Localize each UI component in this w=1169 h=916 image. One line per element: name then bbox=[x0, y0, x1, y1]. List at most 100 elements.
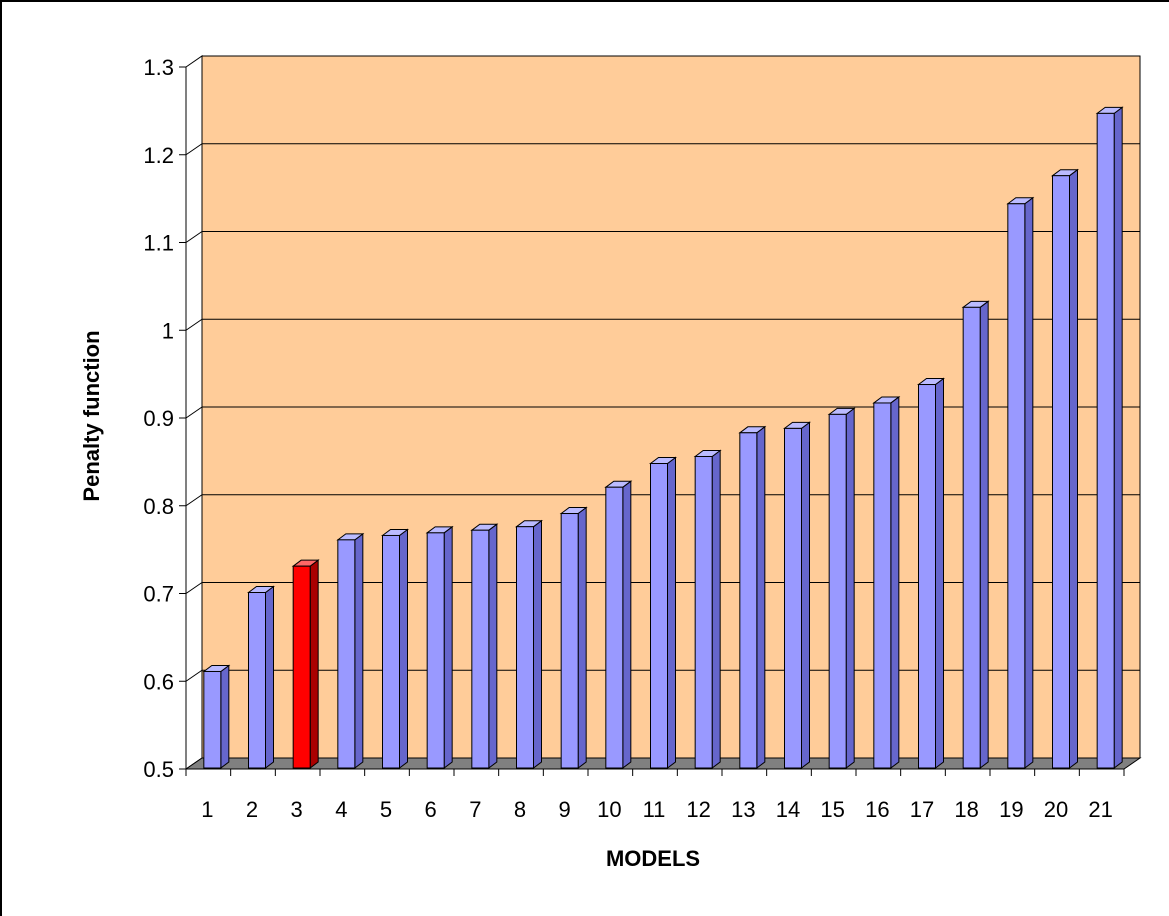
x-tick-labels: 1 2 3 4 5 6 7 8 9 10 11 12 13 14 15 16 17 18 19 20 21 bbox=[201, 797, 1113, 822]
bar bbox=[202, 664, 231, 769]
y-tick-label: 1 bbox=[162, 318, 174, 343]
x-tick-label: 6 bbox=[425, 797, 437, 822]
bar bbox=[381, 528, 409, 769]
gridline bbox=[185, 582, 203, 594]
x-tick-label: 8 bbox=[514, 797, 526, 822]
bar bbox=[961, 300, 990, 769]
y-tick-labels: 0.5 0.6 0.7 0.8 0.9 1 1.1 1.2 1.3 bbox=[143, 55, 174, 782]
bar-side bbox=[890, 395, 900, 769]
bar bbox=[247, 585, 275, 769]
bar-side bbox=[845, 407, 855, 769]
bar-face bbox=[560, 513, 579, 769]
bar-face bbox=[739, 432, 758, 769]
x-tick-label: 18 bbox=[954, 797, 978, 822]
bar bbox=[291, 559, 320, 769]
x-tick-label: 11 bbox=[643, 797, 666, 822]
bar-face bbox=[1007, 203, 1026, 769]
bar bbox=[827, 407, 856, 769]
gridline bbox=[185, 231, 203, 243]
y-tick-label: 0.6 bbox=[143, 669, 174, 694]
x-tick-label: 7 bbox=[469, 797, 481, 822]
bar-face bbox=[292, 565, 311, 769]
bar-side bbox=[533, 519, 542, 769]
x-tick-label: 3 bbox=[291, 797, 303, 822]
bar-face bbox=[694, 455, 713, 769]
bar-side bbox=[801, 421, 810, 769]
bar bbox=[425, 525, 454, 769]
bar-face bbox=[1052, 175, 1070, 769]
y-tick-label: 0.5 bbox=[143, 757, 174, 782]
y-tick-label: 1.1 bbox=[143, 231, 174, 256]
x-tick-label: 4 bbox=[335, 797, 347, 822]
bar-side bbox=[1024, 196, 1034, 769]
bar bbox=[693, 449, 722, 769]
y-tick-label: 0.9 bbox=[143, 406, 174, 431]
y-tick-label: 1.3 bbox=[143, 55, 174, 80]
bar bbox=[1051, 168, 1079, 769]
bar-side bbox=[979, 300, 989, 769]
bar bbox=[872, 395, 901, 769]
x-tick-label: 5 bbox=[380, 797, 392, 822]
bar-side bbox=[935, 377, 944, 769]
bar-side bbox=[443, 525, 453, 769]
x-tick-label: 2 bbox=[246, 797, 258, 822]
bar-face bbox=[516, 526, 534, 769]
bar-face bbox=[426, 532, 445, 769]
x-tick-label: 15 bbox=[820, 797, 844, 822]
gridline bbox=[185, 406, 203, 419]
bar bbox=[738, 425, 767, 769]
bar-face bbox=[471, 529, 490, 769]
bar-face bbox=[650, 463, 668, 769]
x-tick-label: 10 bbox=[597, 797, 621, 822]
bar-side bbox=[1069, 168, 1078, 769]
x-axis-title: MODELS bbox=[606, 846, 700, 871]
bar bbox=[1095, 106, 1124, 769]
y-tick-label: 0.7 bbox=[143, 582, 174, 607]
x-tick-label: 9 bbox=[559, 797, 571, 822]
bar bbox=[917, 377, 945, 769]
bar-side bbox=[622, 480, 632, 769]
bar-side bbox=[756, 425, 766, 769]
bar-side bbox=[577, 506, 587, 769]
bar-side bbox=[399, 528, 408, 769]
axes bbox=[185, 67, 1125, 776]
bar bbox=[783, 421, 811, 769]
gridline bbox=[185, 143, 203, 156]
y-tick-label: 0.8 bbox=[143, 494, 174, 519]
bar bbox=[336, 532, 365, 769]
bar-side bbox=[220, 664, 230, 769]
x-tick-label: 1 bbox=[201, 797, 213, 822]
gridline bbox=[185, 318, 203, 331]
bar-face bbox=[918, 384, 936, 769]
bar bbox=[470, 523, 499, 769]
bar-side bbox=[1113, 106, 1123, 769]
bar-side bbox=[354, 532, 364, 769]
bar-face bbox=[203, 670, 222, 769]
gridline bbox=[185, 669, 203, 682]
bar-side bbox=[711, 449, 721, 769]
bar-face bbox=[873, 402, 892, 769]
bar-face bbox=[605, 486, 624, 769]
bar bbox=[559, 506, 588, 769]
bar-face bbox=[382, 534, 400, 769]
x-tick-label: 16 bbox=[865, 797, 889, 822]
bar-face bbox=[1096, 112, 1115, 769]
bar-side bbox=[667, 456, 676, 769]
y-tick-label: 1.2 bbox=[143, 143, 174, 168]
x-tick-label: 12 bbox=[686, 797, 710, 822]
bar bbox=[649, 456, 677, 769]
bar-side bbox=[488, 523, 498, 769]
x-tick-label: 19 bbox=[999, 797, 1023, 822]
x-tick-label: 14 bbox=[776, 797, 800, 822]
bar-side bbox=[309, 559, 319, 769]
bar bbox=[604, 480, 633, 769]
bar-face bbox=[248, 592, 266, 769]
bar bbox=[1006, 196, 1035, 769]
bar-face bbox=[337, 539, 356, 769]
y-axis-title: Penalty function bbox=[79, 330, 104, 501]
x-tick-label: 17 bbox=[910, 797, 934, 822]
x-tick-label: 20 bbox=[1044, 797, 1068, 822]
x-tick-label: 21 bbox=[1088, 797, 1112, 822]
